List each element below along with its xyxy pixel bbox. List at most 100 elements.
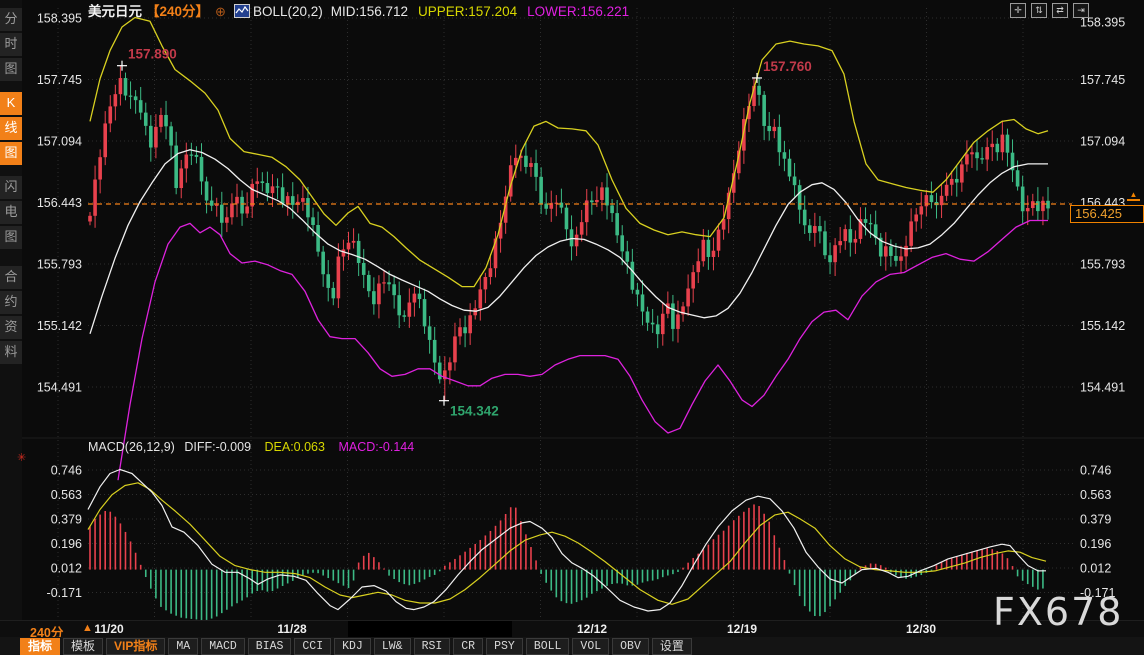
scale-y-axis-icon[interactable]: ⇅ xyxy=(1031,3,1047,18)
sidebar-item-char: 资 xyxy=(0,316,22,339)
candle-body xyxy=(255,181,259,184)
candle-body xyxy=(636,290,640,295)
bottom-tab-10[interactable]: RSI xyxy=(414,638,451,655)
candle-body xyxy=(899,256,903,260)
candle-body xyxy=(707,240,711,257)
candle-body xyxy=(945,185,949,196)
boll-mid-line xyxy=(90,150,1048,334)
candle-body xyxy=(215,205,219,206)
sidebar-item-char: 图 xyxy=(0,58,22,81)
candle-body xyxy=(641,294,645,311)
candle-body xyxy=(281,187,285,203)
candle-body xyxy=(625,251,629,261)
bottom-tab-14[interactable]: VOL xyxy=(572,638,609,655)
candle-body xyxy=(849,229,853,242)
time-axis-label: 12/12 xyxy=(577,622,607,636)
candle-body xyxy=(570,229,574,246)
macd-axis-label-right: -0.171 xyxy=(1080,586,1115,600)
sidebar-item-4[interactable]: 合约资料 xyxy=(0,266,22,366)
candle-body xyxy=(164,115,168,126)
candle-body xyxy=(489,268,493,277)
sidebar-item-1[interactable]: 分时图 xyxy=(0,8,22,83)
bottom-tab-6[interactable]: BIAS xyxy=(248,638,292,655)
candle-body xyxy=(666,303,670,313)
sidebar-item-3[interactable]: 闪电图 xyxy=(0,176,22,251)
macd-axis-label-left: 0.746 xyxy=(51,464,82,478)
crosshair-icon[interactable]: ✛ xyxy=(1010,3,1026,18)
macd-axis-label-left: 0.379 xyxy=(51,513,82,527)
bottom-tab-9[interactable]: LW& xyxy=(374,638,411,655)
sidebar-item-char: 合 xyxy=(0,266,22,289)
candle-body xyxy=(1006,135,1010,153)
candle-body xyxy=(195,155,199,157)
alert-icon[interactable]: ✳ xyxy=(17,451,26,464)
exit-fullscreen-icon[interactable]: ⇥ xyxy=(1073,3,1089,18)
bottom-tab-7[interactable]: CCI xyxy=(294,638,331,655)
current-price-badge: 156.425 xyxy=(1070,205,1144,223)
candle-body xyxy=(696,261,700,272)
candle-body xyxy=(605,187,609,205)
candle-body xyxy=(428,326,432,340)
candle-body xyxy=(869,223,873,224)
candle-body xyxy=(103,123,107,157)
indicator-name: BOLL(20,2) xyxy=(253,4,323,19)
candle-body xyxy=(88,216,92,222)
timeframe-arrow-icon[interactable]: ▲ xyxy=(82,622,93,634)
bottom-tab-8[interactable]: KDJ xyxy=(334,638,371,655)
bottom-tab-15[interactable]: OBV xyxy=(612,638,649,655)
bottom-tab-12[interactable]: PSY xyxy=(486,638,523,655)
bottom-tab-13[interactable]: BOLL xyxy=(526,638,570,655)
candle-body xyxy=(894,256,898,261)
macd-axis-label-right: 0.196 xyxy=(1080,537,1111,551)
price-axis-label-left: 157.094 xyxy=(37,135,82,149)
macd-axis-label-right: 0.012 xyxy=(1080,562,1111,576)
candle-body xyxy=(235,197,239,204)
macd-axis-label-right: 0.746 xyxy=(1080,464,1111,478)
candle-body xyxy=(149,126,153,148)
candle-body xyxy=(717,230,721,251)
candle-body xyxy=(311,217,315,225)
candle-body xyxy=(352,241,356,243)
candle-body xyxy=(382,282,386,283)
candle-body xyxy=(250,184,254,207)
candlestick-series xyxy=(88,66,1050,401)
macd-macd-value: MACD:-0.144 xyxy=(338,440,414,454)
bottom-tab-5[interactable]: MACD xyxy=(201,638,245,655)
bottom-tab-1[interactable]: 指标 xyxy=(20,638,60,655)
collapse-indicator-icon[interactable]: ⊕ xyxy=(215,4,226,19)
candle-body xyxy=(615,213,619,235)
candle-body xyxy=(266,183,270,193)
candle-body xyxy=(124,78,128,96)
bottom-tab-11[interactable]: CR xyxy=(453,638,483,655)
bottom-tab-2[interactable]: 模板 xyxy=(63,638,103,655)
candle-body xyxy=(200,157,204,182)
chart-type-sidebar: 分时图 K线图闪电图合约资料 xyxy=(0,0,22,620)
candle-body xyxy=(534,163,538,177)
trading-app-window: 158.395158.395157.745157.745157.094157.0… xyxy=(0,0,1144,655)
scale-x-axis-icon[interactable]: ⇄ xyxy=(1052,3,1068,18)
candle-body xyxy=(387,282,391,284)
candle-body xyxy=(975,152,979,158)
macd-axis-label-left: 0.012 xyxy=(51,562,82,576)
price-axis-label-left: 156.443 xyxy=(37,196,82,210)
price-macd-chart[interactable]: 158.395158.395157.745157.745157.094157.0… xyxy=(0,0,1144,620)
candle-body xyxy=(864,219,868,223)
candle-body xyxy=(904,246,908,257)
sidebar-item-2[interactable]: K线图 xyxy=(0,92,22,167)
candle-body xyxy=(413,294,417,303)
candle-body xyxy=(595,200,599,202)
bottom-tab-4[interactable]: MA xyxy=(168,638,198,655)
price-axis-label-left: 155.793 xyxy=(37,258,82,272)
candle-body xyxy=(651,323,655,325)
candle-body xyxy=(828,255,832,262)
candle-body xyxy=(620,235,624,251)
candle-body xyxy=(245,206,249,213)
candle-body xyxy=(854,239,858,243)
price-axis-label-right: 157.745 xyxy=(1080,73,1125,87)
macd-histogram xyxy=(90,504,1043,620)
candle-body xyxy=(767,126,771,131)
candle-body xyxy=(919,206,923,214)
candle-body xyxy=(529,163,533,167)
bottom-tab-3[interactable]: VIP指标 xyxy=(106,638,165,655)
bottom-tab-16[interactable]: 设置 xyxy=(652,638,692,655)
